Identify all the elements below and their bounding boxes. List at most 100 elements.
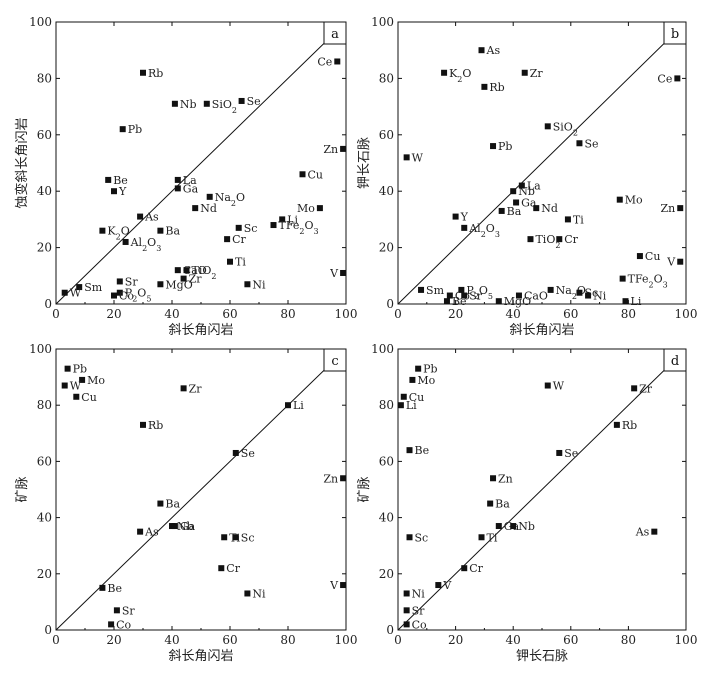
point-label-sr: Sr [122, 604, 136, 617]
panel-a: a 0 20 40 60 80 100 0 20 40 60 80 100 斜长角闪岩 蚀变斜长角闪岩 Ce R… [14, 15, 357, 338]
data-point-sr [461, 292, 468, 299]
data-point-w [61, 382, 68, 389]
data-point-as [478, 47, 485, 54]
y-tick-label: 100 [371, 15, 394, 29]
y-tick-label: 60 [37, 454, 52, 468]
y-axis-label: 蚀变斜长角闪岩 [14, 117, 30, 208]
data-point-na2o [547, 286, 554, 293]
data-point-ba [157, 500, 164, 507]
data-point-al2o3 [122, 238, 129, 245]
data-point-ti [564, 216, 571, 223]
x-tick-label: 0 [394, 633, 402, 647]
data-point-cao [174, 267, 181, 274]
data-point-ti [221, 534, 228, 541]
data-point-ni [403, 590, 410, 597]
data-point-zn [677, 205, 684, 212]
data-point-p2o5 [458, 286, 465, 293]
x-tick-label: 40 [506, 307, 521, 321]
point-label-nd: Nd [541, 202, 558, 215]
point-label-se: Se [241, 447, 255, 460]
point-label-tfe2o3: TFe2O3 [279, 219, 319, 236]
data-point-ni [244, 281, 251, 288]
data-point-k2o [99, 227, 106, 234]
y-tick-label: 60 [379, 128, 394, 142]
data-point-se [238, 97, 245, 104]
one-to-one-line [397, 348, 687, 631]
data-point-mgo [157, 281, 164, 288]
data-point-as [651, 528, 658, 535]
x-axis-label: 斜长角闪岩 [168, 323, 233, 338]
point-label-zn: Zn [661, 202, 676, 215]
y-tick-label: 0 [386, 623, 394, 637]
point-label-rb: Rb [148, 419, 163, 432]
data-point-co [446, 292, 453, 299]
data-point-sc [235, 224, 242, 231]
data-point-w [403, 154, 410, 161]
data-point-sm [76, 284, 83, 291]
panel-tag-box [663, 348, 687, 372]
point-label-mo: Mo [417, 374, 435, 387]
point-label-ti: Ti [487, 531, 498, 544]
x-tick-label: 80 [280, 307, 295, 321]
point-label-zr: Zr [189, 382, 203, 395]
y-tick-label: 0 [386, 297, 394, 311]
data-point-sm [418, 286, 425, 293]
panel-tag: c [331, 354, 338, 369]
point-label-ga: Ga [180, 520, 196, 533]
point-label-k2o: K2O [107, 225, 129, 242]
data-point-rb [140, 421, 146, 428]
data-point-na2o [206, 193, 213, 200]
x-tick-label: 60 [222, 633, 237, 647]
point-label-co: Co [119, 290, 134, 303]
x-tick-label: 0 [52, 633, 60, 647]
point-label-al2o3: Al2O3 [468, 222, 500, 239]
data-point-ga [495, 523, 502, 530]
data-point-li [622, 298, 629, 305]
x-axis-label: 斜长角闪岩 [168, 649, 233, 664]
point-label-zr: Zr [530, 67, 544, 80]
point-label-ti: Ti [235, 256, 246, 269]
data-point-ni [244, 590, 251, 597]
data-point-k2o [441, 69, 448, 76]
data-point-cu [400, 393, 407, 400]
point-label-ce: Ce [317, 55, 332, 68]
data-point-rb [140, 69, 146, 76]
point-label-ti: Ti [573, 213, 584, 226]
data-point-ni [585, 292, 592, 299]
data-point-rb [613, 421, 620, 428]
point-label-w: W [553, 380, 565, 393]
data-point-rb [481, 83, 488, 90]
point-label-as: As [144, 211, 159, 224]
y-tick-label: 20 [379, 241, 394, 255]
data-point-v [340, 269, 347, 276]
data-point-p2o5 [116, 289, 123, 296]
x-axis-label: 钾长石脉 [516, 649, 568, 664]
point-label-pb: Pb [498, 140, 512, 153]
y-axis-label: 矿脉 [15, 476, 30, 502]
data-point-sc [406, 534, 413, 541]
data-point-mo [79, 376, 86, 383]
point-label-cr: Cr [232, 233, 246, 246]
data-point-ce [334, 58, 341, 65]
data-point-ba [157, 227, 164, 234]
point-label-cu: Cu [81, 391, 97, 404]
data-point-zn [340, 475, 347, 482]
point-label-rb: Rb [489, 81, 504, 94]
point-label-ba: Ba [165, 498, 180, 511]
y-axis-label: 钾长石脉 [357, 137, 372, 189]
point-label-se: Se [564, 447, 578, 460]
point-label-v: V [666, 256, 676, 269]
data-point-sr [116, 278, 123, 285]
point-label-pb: Pb [128, 123, 142, 136]
data-point-pb [490, 143, 497, 150]
point-label-tio2: TiO2 [192, 264, 217, 281]
data-point-li [397, 402, 404, 409]
y-tick-label: 40 [37, 511, 52, 525]
point-label-cao: CaO [524, 290, 548, 303]
point-label-p2o5: P2O5 [125, 287, 152, 304]
data-point-w [544, 382, 551, 389]
point-label-sc: Sc [415, 531, 429, 544]
point-label-zn: Zn [323, 143, 338, 156]
data-point-sr [113, 607, 120, 614]
